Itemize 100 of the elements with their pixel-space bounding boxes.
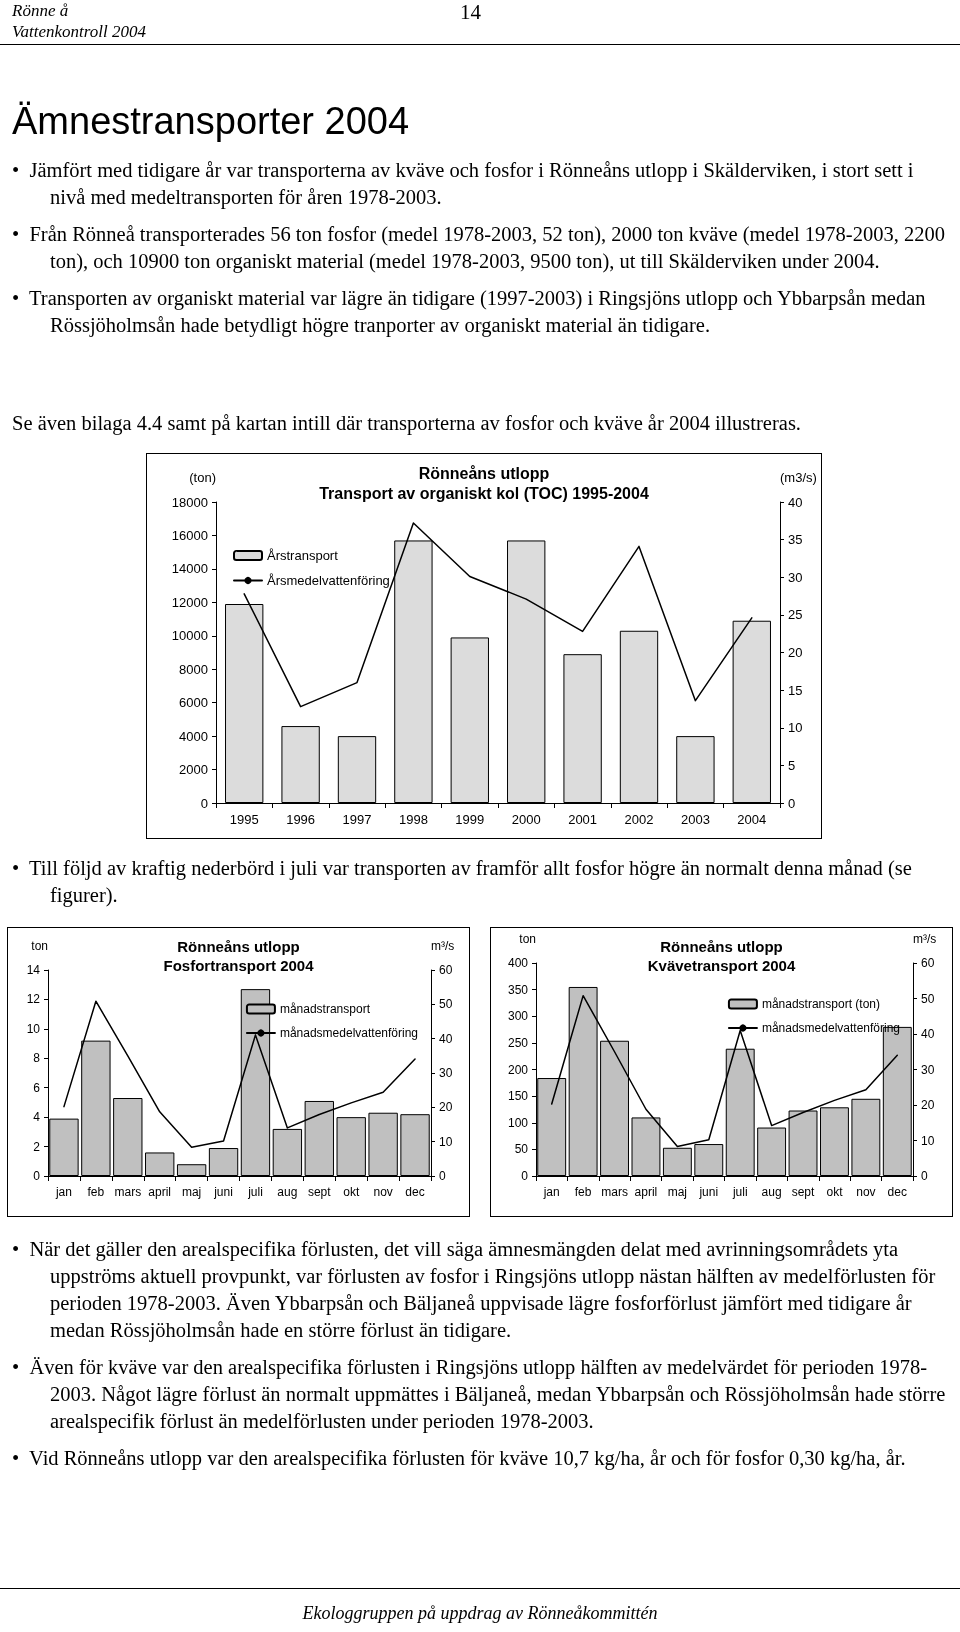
- y2-tick-label: 0: [788, 795, 796, 811]
- y2-tick-label: 40: [439, 1031, 453, 1046]
- y-tick-label: 250: [507, 1035, 529, 1050]
- text: • Även för kväve var den arealspecifika förlusten i Ringsjöns utlopp hälften av medelvärdet för perioden 1978-2003. Något lägre förlust än normalt uppmättes i Bäljaneå, medan Ybbarpsån och Rössjöholmsån hade större arealspecifik förlust än medelförlusten under perioden 1978-2003.: [12, 1355, 947, 1435]
- y2-tick-label: 25: [788, 607, 803, 623]
- y-tick-label: 2000: [179, 762, 208, 778]
- x-tick-label: okt: [826, 1185, 844, 1199]
- x-tick-label: 2004: [737, 812, 767, 827]
- text: • När det gäller den arealspecifika förlusten, det vill säga ämnesmängden delat med avrinningsområdets yta uppströms aktuell provpunkt, var förlusten av fosfor i Ringsjöns utlopp nästan hälften av medelförlusten för perioden 1978-2003. Även Ybbarpsån och Bäljaneå uppvisade lägre fosforförlust jämfört med tidigare år medan Rössjöholmsån hade en större förlust än tidigare.: [12, 1237, 937, 1344]
- y-tick-label: 300: [507, 1009, 529, 1024]
- x-tick-label: april: [634, 1185, 658, 1199]
- y-tick-label: 0: [200, 795, 208, 811]
- y2-axis-title: m³/s: [913, 932, 937, 946]
- y-tick-label: 6: [33, 1080, 41, 1095]
- y2-tick-label: 10: [788, 720, 803, 736]
- y2-tick-label: 30: [921, 1062, 935, 1077]
- y-tick-label: 100: [507, 1115, 529, 1130]
- y2-tick-label: 20: [921, 1098, 935, 1112]
- y2-tick-label: 30: [788, 569, 803, 585]
- x-tick-label: 2002: [624, 812, 654, 827]
- y-tick-label: 18000: [171, 494, 208, 510]
- y-tick-label: 10000: [171, 628, 208, 644]
- x-tick-label: mars: [601, 1185, 628, 1199]
- x-tick-label: 1997: [342, 812, 372, 827]
- y2-tick-label: 50: [921, 991, 935, 1006]
- chart-subtitle: Transport av organiskt kol (TOC) 1995-2004: [319, 484, 649, 502]
- y-axis-title: ton: [31, 939, 48, 953]
- y2-tick-label: 40: [921, 1027, 935, 1041]
- y-axis-title: ton: [519, 932, 536, 946]
- y-tick-label: 14: [26, 963, 41, 977]
- text: Ämnestransporter 2004: [12, 100, 411, 143]
- y2-tick-label: 20: [439, 1100, 453, 1115]
- text: 14: [460, 0, 481, 25]
- y-tick-label: 8000: [179, 661, 208, 677]
- legend-label: månadsmedelvattenföring: [761, 1021, 901, 1035]
- y-tick-label: 6000: [179, 695, 208, 711]
- x-tick-label: dec: [405, 1185, 425, 1199]
- chart-subtitle: Kvävetransport 2004: [647, 957, 796, 974]
- legend-label: Årstransport: [267, 548, 339, 563]
- legend-label: månadstransport: [279, 1002, 371, 1016]
- y2-tick-label: 30: [439, 1066, 453, 1080]
- x-tick-label: jan: [54, 1185, 72, 1199]
- legend-label: månadsmedelvattenföring: [279, 1026, 419, 1040]
- chart-title: Rönneåns utlopp: [418, 464, 550, 482]
- x-tick-label: mars: [114, 1185, 142, 1199]
- text: • Vid Rönneåns utlopp var den arealspecifika förlusten för kväve 10,7 kg/ha, år och för fosfor 0,30 kg/ha, år.: [12, 1446, 907, 1472]
- y2-tick-label: 10: [921, 1133, 935, 1148]
- x-tick-label: maj: [181, 1185, 202, 1199]
- y-tick-label: 400: [507, 956, 529, 970]
- x-tick-label: maj: [667, 1185, 688, 1199]
- x-tick-label: nov: [856, 1185, 876, 1199]
- text: Vattenkontroll 2004: [12, 21, 146, 42]
- x-tick-label: juli: [247, 1185, 263, 1199]
- x-tick-label: juli: [731, 1185, 748, 1199]
- y-tick-label: 14000: [171, 561, 208, 577]
- y2-tick-label: 50: [439, 997, 453, 1012]
- x-tick-label: aug: [277, 1185, 298, 1199]
- legend-label: månadstransport (ton): [761, 997, 880, 1011]
- x-tick-label: feb: [87, 1185, 105, 1199]
- y2-tick-label: 15: [788, 682, 803, 698]
- y2-tick-label: 35: [788, 532, 803, 548]
- y-tick-label: 10: [26, 1021, 41, 1036]
- y-tick-label: 4: [33, 1110, 41, 1125]
- x-tick-label: 2003: [680, 812, 710, 827]
- text: Rönne å: [12, 0, 69, 21]
- y2-tick-label: 20: [788, 645, 803, 660]
- y-tick-label: 12: [26, 992, 41, 1007]
- y2-tick-label: 40: [788, 494, 803, 510]
- x-tick-label: sept: [791, 1185, 816, 1199]
- x-tick-label: nov: [373, 1185, 393, 1199]
- x-tick-label: juni: [698, 1185, 719, 1199]
- text: • Från Rönneå transporterades 56 ton fosfor (medel 1978-2003, 52 ton), 2000 ton kväve (medel 1978-2003, 2200 ton), och 10900 ton organiskt material (medel 1978-2003, 9500 ton), ut till Skälderviken under 2004.: [12, 222, 946, 275]
- y2-axis-title: (m3/s): [780, 470, 817, 485]
- y-tick-label: 50: [514, 1142, 529, 1157]
- y-tick-label: 200: [507, 1062, 529, 1077]
- text: Se även bilaga 4.4 samt på kartan intill där transporterna av fosfor och kväve år 2004 illustreras.: [12, 411, 802, 437]
- legend-label: Årsmedelvattenföring: [267, 573, 390, 588]
- y-tick-label: 4000: [179, 728, 208, 744]
- x-tick-label: 1998: [398, 812, 428, 827]
- x-tick-label: dec: [887, 1185, 907, 1199]
- y2-axis-title: m³/s: [431, 939, 455, 953]
- text: Ekologgruppen på uppdrag av Rönneåkommittén: [301, 1603, 659, 1624]
- y-tick-label: 12000: [171, 594, 208, 610]
- y2-tick-label: 0: [921, 1169, 928, 1183]
- x-tick-label: okt: [343, 1185, 360, 1199]
- y2-tick-label: 60: [439, 963, 453, 977]
- y2-tick-label: 0: [439, 1169, 446, 1183]
- y-tick-label: 16000: [171, 527, 208, 543]
- x-tick-label: feb: [574, 1185, 592, 1199]
- chart-title: Rönneåns utlopp: [177, 938, 300, 955]
- x-tick-label: jan: [542, 1185, 560, 1199]
- chart-title: Rönneåns utlopp: [660, 938, 783, 955]
- x-tick-label: juni: [213, 1185, 233, 1199]
- y-axis-title: (ton): [189, 470, 216, 485]
- y2-tick-label: 10: [439, 1134, 453, 1149]
- chart-subtitle: Fosfortransport 2004: [163, 957, 315, 974]
- y-tick-label: 150: [507, 1089, 529, 1104]
- x-tick-label: april: [148, 1185, 172, 1199]
- y-tick-label: 0: [521, 1169, 529, 1183]
- text: • Transporten av organiskt material var lägre än tidigare (1997-2003) i Ringsjöns utlopp och Ybbarpsån medan Rössjöholmsån hade betydligt högre tranporter av organiskt material än tidigare.: [12, 286, 927, 339]
